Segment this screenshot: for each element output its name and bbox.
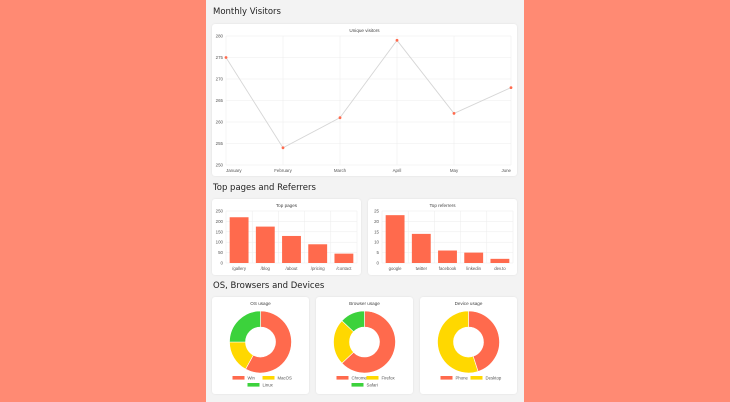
y-tick-label: 200 <box>216 219 224 224</box>
section-title-pages: Top pages and Referrers <box>213 183 316 193</box>
browser-usage-donut-chart: Browser usage Chrome Firefox Safari <box>333 301 396 387</box>
x-tick-label: facebook <box>439 266 457 271</box>
os-usage-card: OS usage Win MacOS Linux <box>212 297 309 394</box>
y-tick-label: 15 <box>374 229 379 234</box>
visitors-card: Unique visitors 250 255 260 265 270 275 280 Janu… <box>212 24 517 176</box>
x-tick-label: March <box>334 168 347 173</box>
legend-label: Phone <box>456 375 469 380</box>
data-point <box>452 112 456 115</box>
top-pages-card: Top pages 0 50 100 150 200 250/gallery/blog/ab… <box>212 199 361 275</box>
x-tick-label: google <box>389 266 403 271</box>
x-tick-label: June <box>501 168 511 173</box>
y-tick-label: 10 <box>374 240 379 245</box>
y-tick-label: 25 <box>374 209 379 214</box>
legend-label: MacOS <box>278 375 292 380</box>
x-tick-label: February <box>274 168 292 173</box>
visitors-series-line <box>225 39 512 149</box>
bar <box>229 217 249 263</box>
x-tick-label: /contact <box>336 266 352 271</box>
x-tick-label: /blog <box>261 266 271 271</box>
pie-slice <box>341 310 365 333</box>
legend-swatch <box>440 376 453 380</box>
legend-label: Win <box>248 375 256 380</box>
bar <box>438 250 457 263</box>
data-point <box>338 116 342 120</box>
chart-title: Unique visitors <box>349 28 380 33</box>
y-tick-label: 150 <box>216 229 224 234</box>
chart-title: Device usage <box>455 301 483 306</box>
bar <box>334 253 354 263</box>
visitors-line-chart: Unique visitors 250 255 260 265 270 275 280 Janu… <box>216 28 513 173</box>
pie-slice <box>468 310 500 372</box>
y-tick-label: 265 <box>216 98 224 103</box>
bar <box>308 244 328 263</box>
legend-swatch <box>232 376 245 380</box>
x-tick-label: January <box>226 168 242 173</box>
bar <box>464 252 484 263</box>
legend-label: Firefox <box>382 375 396 380</box>
bar <box>411 233 431 263</box>
y-tick-label: 270 <box>216 77 224 82</box>
chart-title: Top referrers <box>429 203 456 208</box>
bar <box>255 226 275 263</box>
legend-label: Linux <box>263 382 274 387</box>
x-tick-label: /about <box>286 266 299 271</box>
device-usage-donut-chart: Device usage Phone Desktop <box>437 301 502 380</box>
x-tick-label: twitter <box>416 266 428 271</box>
x-tick-label: /gallery <box>232 266 247 271</box>
x-tick-label: /pricing <box>311 266 325 271</box>
y-tick-label: 0 <box>377 261 380 266</box>
chart-title: Top pages <box>276 203 298 208</box>
y-tick-label: 50 <box>218 250 223 255</box>
pie-slice <box>229 310 261 343</box>
legend-swatch <box>336 376 349 380</box>
y-tick-label: 255 <box>216 141 224 146</box>
y-tick-label: 260 <box>216 120 224 125</box>
device-usage-card: Device usage Phone Desktop <box>420 297 517 394</box>
section-title-visitors: Monthly Visitors <box>213 7 281 17</box>
x-tick-label: April <box>393 168 402 173</box>
data-point <box>281 146 285 150</box>
top-referrers-card: Top referrers 0 5 10 15 20 25 google twitter face… <box>368 199 517 275</box>
data-point <box>395 38 399 42</box>
legend-swatch <box>351 383 364 387</box>
top-pages-bar-chart: Top pages 0 50 100 150 200 250/gallery/blog/ab… <box>216 203 358 271</box>
x-tick-label: linkedin <box>466 266 481 271</box>
data-point <box>509 86 513 89</box>
top-referrers-bar-chart: Top referrers 0 5 10 15 20 25 google twitter face… <box>374 203 514 271</box>
pie-slice <box>245 310 292 374</box>
y-tick-label: 20 <box>374 219 379 224</box>
os-usage-donut-chart: OS usage Win MacOS Linux <box>229 301 292 387</box>
bar <box>282 235 301 263</box>
bar <box>490 258 510 263</box>
x-tick-label: May <box>450 168 459 173</box>
legend-swatch <box>247 383 260 387</box>
chart-title: OS usage <box>250 301 271 306</box>
legend-swatch <box>262 376 275 380</box>
legend-label: Safari <box>367 382 378 387</box>
y-tick-label: 280 <box>216 34 224 39</box>
y-tick-label: 250 <box>216 163 224 168</box>
y-tick-label: 0 <box>221 261 224 266</box>
legend-swatch <box>366 376 379 380</box>
y-tick-label: 275 <box>216 55 224 60</box>
y-tick-label: 5 <box>377 250 380 255</box>
legend-label: Chrome <box>352 375 368 380</box>
y-tick-label: 250 <box>216 209 224 214</box>
bar <box>385 215 405 263</box>
pie-slice <box>341 310 396 374</box>
x-tick-label: dev.to <box>494 266 506 271</box>
section-title-os: OS, Browsers and Devices <box>213 281 325 291</box>
data-point <box>224 56 228 59</box>
browser-usage-card: Browser usage Chrome Firefox Safari <box>316 297 413 394</box>
legend-label: Desktop <box>486 375 502 380</box>
chart-title: Browser usage <box>349 301 380 306</box>
pie-slice <box>437 310 479 374</box>
legend-swatch <box>470 376 483 380</box>
y-tick-label: 100 <box>216 240 224 245</box>
